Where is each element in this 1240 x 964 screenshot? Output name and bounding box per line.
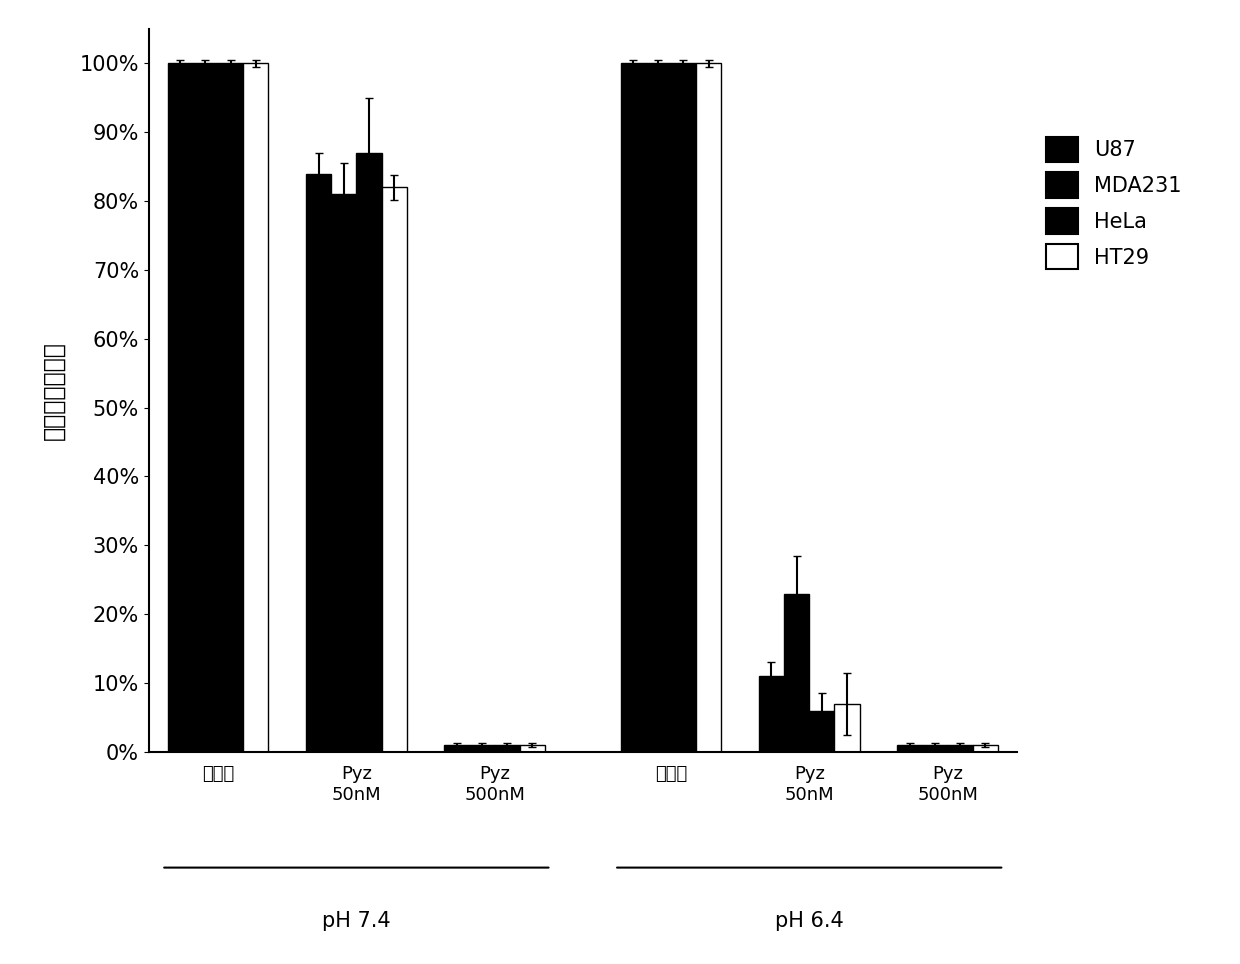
Text: pH 7.4: pH 7.4 — [322, 911, 391, 931]
Bar — [759, 676, 784, 752]
Bar — [356, 153, 382, 752]
Bar — [784, 594, 810, 752]
Bar — [306, 174, 331, 752]
Bar — [470, 745, 495, 752]
Bar — [671, 64, 696, 752]
Bar — [495, 745, 520, 752]
Bar — [810, 710, 835, 752]
Bar — [947, 745, 972, 752]
Y-axis label: 细胞相对存活率: 细胞相对存活率 — [42, 341, 66, 440]
Bar — [193, 64, 218, 752]
Bar — [696, 64, 722, 752]
Bar — [331, 194, 356, 752]
Bar — [520, 745, 546, 752]
Text: pH 6.4: pH 6.4 — [775, 911, 843, 931]
Bar — [243, 64, 268, 752]
Bar — [444, 745, 470, 752]
Bar — [646, 64, 671, 752]
Bar — [167, 64, 193, 752]
Bar — [218, 64, 243, 752]
Bar — [972, 745, 998, 752]
Bar — [835, 704, 859, 752]
Bar — [620, 64, 646, 752]
Bar — [923, 745, 947, 752]
Bar — [898, 745, 923, 752]
Legend: U87, MDA231, HeLa, HT29: U87, MDA231, HeLa, HT29 — [1035, 126, 1192, 280]
Bar — [382, 187, 407, 752]
